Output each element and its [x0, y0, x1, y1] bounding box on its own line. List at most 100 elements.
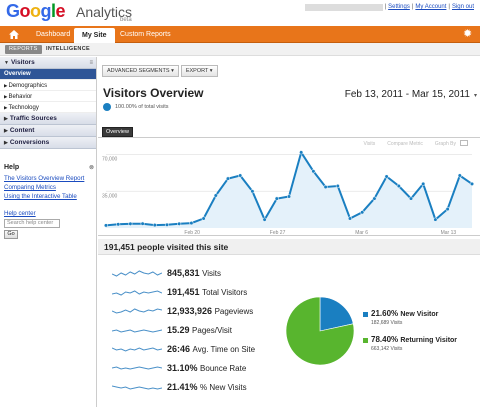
data-point[interactable] [103, 223, 109, 228]
pie-slice[interactable] [319, 296, 354, 332]
data-point[interactable] [225, 176, 231, 181]
collapse-icon[interactable]: ≡ [89, 60, 93, 66]
data-point[interactable] [189, 221, 194, 226]
google-analytics-logo[interactable]: Google [6, 1, 66, 21]
data-point[interactable] [262, 217, 267, 222]
tab-reports[interactable]: REPORTS [5, 45, 42, 54]
my-account-link[interactable]: My Account [415, 4, 447, 10]
date-range-picker[interactable]: Feb 13, 2011 - Mar 15, 2011 [344, 89, 470, 100]
series-area [106, 152, 472, 228]
data-point[interactable] [372, 196, 377, 201]
triangle-right-icon: ▶ [4, 83, 8, 88]
sparkline[interactable] [112, 268, 162, 280]
help-link-comparing-metrics[interactable]: Comparing Metrics [4, 184, 56, 191]
metric-row[interactable]: 191,451 Total Visitors [112, 286, 302, 305]
go-button[interactable]: Go [4, 230, 18, 239]
gear-icon[interactable]: ✹ [463, 28, 473, 40]
data-point[interactable] [140, 221, 145, 226]
sidebar-section-traffic-sources[interactable]: ▶ Traffic Sources [0, 113, 96, 125]
data-point[interactable] [238, 173, 243, 178]
main-content: ADVANCED SEGMENTS ▾ EXPORT ▾ Visitors Ov… [98, 57, 480, 407]
data-point[interactable] [152, 223, 157, 228]
visitor-type-pie-chart[interactable] [284, 295, 356, 367]
nav-custom-reports[interactable]: Custom Reports [120, 31, 171, 38]
data-point[interactable] [433, 217, 438, 222]
data-point[interactable] [274, 196, 279, 201]
metric-row[interactable]: 15.29 Pages/Visit [112, 324, 302, 343]
sparkline[interactable] [112, 306, 162, 318]
data-point[interactable] [323, 184, 328, 190]
sparkline[interactable] [112, 363, 162, 375]
data-point[interactable] [457, 173, 462, 178]
visits-line-chart[interactable]: 70,000 35,000 Feb 20 Feb 27 Mar 6 Mar 13 [98, 138, 480, 237]
sidebar-section-conversions[interactable]: ▶ Conversions [0, 137, 96, 149]
settings-link[interactable]: Settings [388, 4, 410, 10]
home-icon[interactable] [8, 29, 20, 40]
pie-legend-label: Returning Visitor [400, 337, 458, 344]
data-point[interactable] [335, 183, 340, 189]
data-point[interactable] [384, 174, 389, 179]
data-point[interactable] [116, 222, 121, 227]
metric-row[interactable]: 31.10% Bounce Rate [112, 362, 302, 381]
data-point[interactable] [469, 181, 475, 186]
pie-legend-row-new-visitor[interactable]: 21.60% New Visitor 182,689 Visits [363, 309, 473, 335]
graph-by-selector[interactable]: Graph By [434, 141, 456, 147]
account-email-redacted [304, 4, 383, 11]
help-search-input[interactable]: Search help center [4, 219, 60, 228]
triangle-right-icon: ▶ [4, 128, 8, 134]
data-point[interactable] [201, 216, 206, 221]
triangle-right-icon: ▶ [4, 94, 8, 99]
metric-selector[interactable]: Visits [363, 141, 376, 147]
metric-row[interactable]: 21.41% % New Visits [112, 381, 302, 400]
sidebar-section-visitors[interactable]: ▼ Visitors ≡ [0, 57, 96, 69]
data-point[interactable] [396, 183, 401, 189]
sparkline[interactable] [112, 344, 162, 356]
tab-intelligence[interactable]: INTELLIGENCE [46, 46, 90, 52]
data-point[interactable] [421, 181, 426, 186]
sidebar-item-demographics[interactable]: ▶Demographics [0, 80, 96, 91]
data-point[interactable] [299, 150, 304, 155]
sign-out-link[interactable]: Sign out [451, 4, 474, 10]
advanced-segments-button[interactable]: ADVANCED SEGMENTS ▾ [102, 65, 179, 77]
data-point[interactable] [164, 222, 170, 227]
sidebar-section-content[interactable]: ▶ Content [0, 125, 96, 137]
data-point[interactable] [311, 169, 316, 174]
data-point[interactable] [177, 221, 182, 226]
sidebar-item-overview[interactable]: Overview [0, 69, 96, 80]
metric-row[interactable]: 12,933,926 Pageviews [112, 305, 302, 324]
data-point[interactable] [128, 221, 133, 226]
nav-dashboard[interactable]: Dashboard [36, 31, 71, 38]
compare-metric-selector[interactable]: Compare Metric [387, 141, 423, 147]
metric-label: Total Visitors [202, 288, 248, 297]
data-point[interactable] [250, 189, 255, 194]
metric-row[interactable]: 26:46 Avg. Time on Site [112, 343, 302, 362]
chevron-down-icon: ▾ [209, 68, 213, 74]
help-link-interactive-table[interactable]: Using the Interactive Table [4, 193, 77, 200]
tab-overview[interactable]: Overview [102, 127, 133, 137]
data-point[interactable] [286, 194, 292, 199]
pie-legend-label: New Visitor [400, 311, 439, 318]
sidebar-item-behavior[interactable]: ▶Behavior [0, 91, 96, 102]
help-center-link[interactable]: Help center [4, 210, 36, 217]
nav-my-site[interactable]: My Site [74, 28, 115, 43]
metric-value: 26:46 [167, 344, 191, 354]
help-panel: Help ⊗ The Visitors Overview Report Comp… [4, 164, 94, 239]
data-point[interactable] [213, 193, 218, 198]
sparkline[interactable] [112, 382, 162, 394]
close-icon[interactable]: ⊗ [88, 165, 94, 171]
sparkline[interactable] [112, 325, 162, 337]
data-point[interactable] [360, 210, 365, 215]
export-button[interactable]: EXPORT ▾ [180, 65, 218, 77]
graph-type-icon[interactable] [460, 140, 468, 146]
metric-row[interactable]: 845,831 Visits [112, 267, 302, 286]
help-link-visitors-overview[interactable]: The Visitors Overview Report [4, 175, 85, 182]
sidebar-item-technology[interactable]: ▶Technology [0, 102, 96, 113]
sparkline[interactable] [112, 287, 162, 299]
data-point[interactable] [347, 216, 353, 221]
pie-legend-row-returning-visitor[interactable]: 78.40% Returning Visitor 663,142 Visits [363, 335, 473, 361]
data-point[interactable] [408, 196, 414, 201]
data-point[interactable] [445, 207, 450, 212]
pie-slice[interactable] [285, 296, 355, 366]
pie-legend: 21.60% New Visitor 182,689 Visits 78.40%… [363, 309, 473, 361]
chevron-down-icon[interactable]: ▾ [473, 93, 477, 99]
